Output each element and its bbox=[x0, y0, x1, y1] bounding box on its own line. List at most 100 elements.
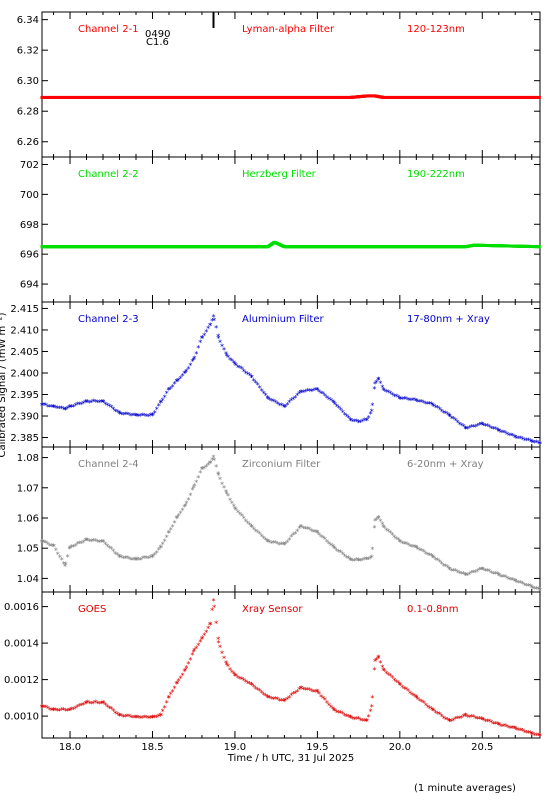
data-point: * bbox=[150, 552, 155, 561]
panel-band-label-3: 17-80nm + Xray bbox=[407, 314, 490, 325]
data-point: * bbox=[46, 705, 51, 714]
data-point: * bbox=[190, 358, 195, 367]
data-point: * bbox=[303, 525, 308, 534]
data-point: * bbox=[402, 540, 407, 549]
data-point: * bbox=[117, 409, 122, 418]
data-point: * bbox=[431, 402, 436, 411]
data-point: * bbox=[61, 706, 66, 715]
data-point: * bbox=[418, 547, 423, 556]
data-point: * bbox=[55, 707, 60, 716]
data-point: * bbox=[513, 577, 518, 586]
data-point: * bbox=[427, 704, 432, 713]
data-point: * bbox=[376, 376, 381, 385]
data-point: * bbox=[455, 714, 460, 723]
data-point-key: * bbox=[117, 410, 122, 419]
data-point: * bbox=[366, 555, 371, 564]
data-point: * bbox=[536, 731, 541, 740]
data-point: * bbox=[123, 554, 128, 563]
data-point: * bbox=[59, 404, 64, 413]
data-point: * bbox=[344, 412, 349, 421]
data-point-key: * bbox=[134, 714, 139, 723]
data-point: * bbox=[447, 717, 452, 726]
data-point bbox=[537, 95, 541, 99]
data-point: * bbox=[463, 712, 468, 721]
data-point: * bbox=[378, 659, 383, 668]
data-point: * bbox=[208, 459, 213, 468]
data-point: * bbox=[332, 400, 337, 409]
panel-band-label-2: 190-222nm bbox=[407, 169, 465, 180]
data-point: * bbox=[412, 396, 417, 405]
data-point: * bbox=[186, 365, 191, 374]
data-point-key: * bbox=[397, 395, 402, 404]
data-point: * bbox=[459, 421, 464, 430]
data-point: * bbox=[121, 554, 126, 563]
data-point: * bbox=[97, 700, 102, 709]
data-point: * bbox=[360, 418, 365, 427]
data-point: * bbox=[162, 704, 167, 713]
data-point: * bbox=[360, 717, 365, 726]
data-point: * bbox=[497, 428, 502, 437]
data-point: * bbox=[514, 726, 519, 735]
data-point: * bbox=[158, 399, 163, 408]
data-point: * bbox=[465, 713, 470, 722]
data-point-key: * bbox=[369, 553, 374, 562]
data-point: * bbox=[73, 705, 78, 714]
y-tick-label: 6.28 bbox=[17, 107, 39, 118]
data-point: * bbox=[188, 656, 193, 665]
y-tick-label: 1.04 bbox=[17, 574, 39, 585]
data-point: * bbox=[269, 397, 274, 406]
series-4: ****************************************… bbox=[40, 454, 543, 596]
data-point: * bbox=[423, 400, 428, 409]
data-point: * bbox=[516, 434, 521, 443]
data-point: * bbox=[164, 389, 169, 398]
data-point: * bbox=[321, 534, 326, 543]
data-point: * bbox=[459, 570, 464, 579]
data-point: * bbox=[435, 710, 440, 719]
panel-band-label-1: 120-123nm bbox=[407, 24, 465, 35]
data-point-key: * bbox=[216, 472, 221, 481]
data-point: * bbox=[89, 399, 94, 408]
data-point: * bbox=[406, 396, 411, 405]
data-point: * bbox=[127, 411, 132, 420]
data-point: * bbox=[176, 376, 181, 385]
data-point: * bbox=[491, 570, 496, 579]
data-point-key: * bbox=[63, 562, 68, 571]
x-tick-label: 20.5 bbox=[471, 742, 493, 753]
data-point: * bbox=[514, 435, 519, 444]
data-point-key: * bbox=[183, 666, 188, 675]
data-point: * bbox=[382, 524, 387, 533]
data-point: * bbox=[388, 389, 393, 398]
data-point: * bbox=[131, 412, 136, 421]
data-point: * bbox=[445, 716, 450, 725]
data-point-key: * bbox=[265, 538, 270, 547]
series-5: ****************************************… bbox=[40, 597, 543, 741]
data-point: * bbox=[184, 664, 189, 673]
data-point: * bbox=[336, 548, 341, 557]
data-point-key: * bbox=[348, 556, 353, 565]
data-point: * bbox=[79, 400, 84, 409]
data-point: * bbox=[425, 703, 430, 712]
data-point: * bbox=[283, 696, 288, 705]
data-point: * bbox=[91, 699, 96, 708]
data-point: * bbox=[330, 705, 335, 714]
data-point: * bbox=[67, 706, 72, 715]
data-point: * bbox=[206, 324, 211, 333]
data-point-key: * bbox=[331, 399, 336, 408]
data-point: * bbox=[222, 654, 227, 663]
data-point: * bbox=[224, 488, 229, 497]
data-point: * bbox=[443, 409, 448, 418]
data-point: * bbox=[477, 566, 482, 575]
data-point-key: * bbox=[315, 688, 320, 697]
data-point: * bbox=[212, 603, 217, 612]
data-point: * bbox=[121, 411, 126, 420]
data-point: * bbox=[348, 417, 353, 426]
data-point: * bbox=[55, 551, 60, 560]
data-point: * bbox=[117, 552, 122, 561]
data-point: * bbox=[182, 668, 187, 677]
data-point: * bbox=[396, 679, 401, 688]
data-point: * bbox=[273, 695, 278, 704]
data-point-key: * bbox=[348, 416, 353, 425]
data-point: * bbox=[73, 402, 78, 411]
data-point: * bbox=[471, 713, 476, 722]
